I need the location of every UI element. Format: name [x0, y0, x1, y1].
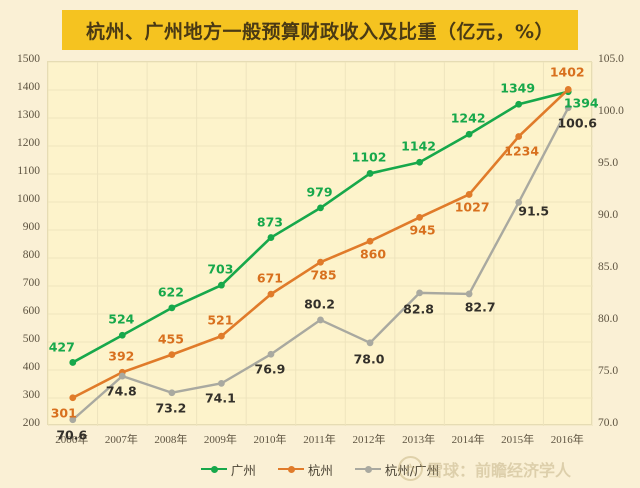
y-axis-left-tick: 1200 [17, 137, 40, 149]
y-axis-right-tick: 85.0 [598, 261, 619, 273]
data-point-label: 945 [409, 222, 436, 238]
data-point-label: 301 [50, 405, 77, 421]
y-axis-left-tick: 700 [22, 277, 40, 289]
chart-title-banner: 杭州、广州地方一般预算财政收入及比重（亿元，%） [62, 10, 578, 50]
y-axis-right-tick: 105.0 [598, 53, 624, 65]
legend-item-label: 杭州 [307, 462, 333, 478]
x-axis-tick: 2014年 [451, 434, 485, 446]
x-axis-tick: 2015年 [501, 434, 535, 446]
x-axis-tick: 2006年 [55, 434, 89, 446]
y-axis-left-tick: 200 [22, 417, 40, 429]
y-axis-left-tick: 1000 [17, 193, 40, 205]
data-point-label: 82.8 [403, 301, 434, 317]
y-axis-right-tick: 100.0 [598, 105, 624, 117]
line-marker-icon [200, 464, 227, 474]
y-axis-left-tick: 1400 [17, 81, 40, 93]
legend-item[interactable]: 杭州/广州 [354, 460, 440, 479]
data-point-label: 1102 [351, 149, 387, 165]
plot-svg [48, 62, 593, 426]
x-axis-tick: 2013年 [402, 434, 436, 446]
data-point-label: 392 [108, 348, 135, 364]
data-point-label: 1027 [454, 199, 490, 215]
data-point-label: 860 [359, 246, 387, 262]
y-axis-left-tick: 1100 [17, 165, 40, 177]
y-axis-right-tick: 80.0 [598, 313, 619, 325]
y-axis-left-tick: 800 [22, 249, 40, 261]
data-point-label: 76.9 [254, 361, 286, 377]
legend-item[interactable]: 杭州 [277, 460, 333, 479]
y-axis-left-tick: 900 [22, 221, 40, 233]
data-point-label: 1234 [504, 143, 540, 159]
data-point-label: 671 [256, 270, 283, 286]
data-point-label: 73.2 [155, 400, 187, 416]
y-axis-right-tick: 70.0 [598, 417, 619, 429]
data-point-label: 703 [207, 261, 234, 277]
data-point-label: 1349 [500, 80, 536, 96]
line-marker-icon [354, 464, 381, 474]
data-point-label: 524 [108, 311, 135, 327]
y-axis-left-tick: 600 [22, 305, 40, 317]
x-axis-tick: 2012年 [352, 434, 386, 446]
plot-area [47, 61, 593, 426]
data-point-label: 427 [48, 339, 75, 355]
data-point-label: 1402 [549, 64, 585, 80]
data-point-label: 82.7 [464, 299, 496, 315]
x-axis-tick: 2011年 [303, 434, 336, 446]
line-marker-icon [277, 464, 304, 474]
y-axis-left-tick: 400 [22, 361, 40, 373]
data-point-label: 70.6 [56, 427, 88, 443]
data-point-label: 1394 [563, 95, 599, 111]
data-point-label: 74.1 [204, 390, 236, 406]
data-point-label: 80.2 [304, 296, 335, 312]
y-axis-left-tick: 1300 [17, 109, 40, 121]
data-point-label: 91.5 [518, 203, 550, 219]
legend-item-label: 广州 [230, 462, 256, 478]
y-axis-right-tick: 95.0 [598, 157, 619, 169]
data-point-label: 785 [310, 267, 337, 283]
x-axis-tick: 2007年 [104, 434, 138, 446]
data-point-label: 455 [157, 331, 184, 347]
data-point-label: 78.0 [353, 351, 385, 367]
x-axis-tick: 2009年 [203, 434, 237, 446]
x-axis-tick: 2010年 [253, 434, 287, 446]
x-axis-tick: 2008年 [154, 434, 188, 446]
data-point-label: 622 [157, 284, 184, 300]
y-axis-left-tick: 300 [22, 389, 40, 401]
page-title: 杭州、广州地方一般预算财政收入及比重（亿元，%） [85, 20, 555, 43]
y-axis-right-tick: 90.0 [598, 209, 619, 221]
y-axis-left-tick: 1500 [17, 53, 40, 65]
data-point-label: 74.8 [105, 383, 137, 399]
y-axis-left-tick: 500 [22, 333, 40, 345]
data-point-label: 979 [306, 184, 333, 200]
chart-legend: 广州 杭州 杭州/广州 [0, 455, 640, 483]
data-point-label: 873 [256, 214, 283, 230]
data-point-label: 1142 [401, 138, 436, 154]
data-point-label: 100.6 [557, 115, 597, 131]
data-point-label: 521 [207, 312, 234, 328]
legend-item[interactable]: 广州 [200, 460, 256, 479]
y-axis-right-tick: 75.0 [598, 365, 619, 377]
data-point-label: 1242 [450, 110, 486, 126]
x-axis-tick: 2016年 [550, 434, 584, 446]
legend-item-label: 杭州/广州 [384, 462, 440, 478]
